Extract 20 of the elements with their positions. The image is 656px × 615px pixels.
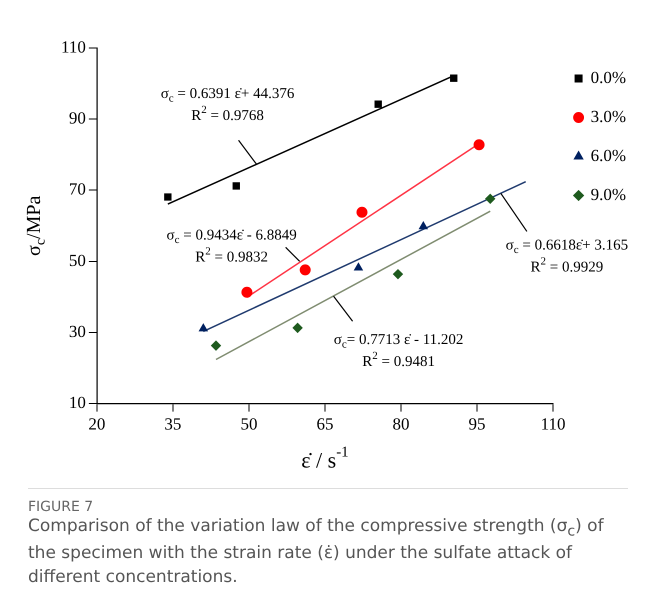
text: FIGURE 7 xyxy=(28,499,94,515)
y-tick-label: 110 xyxy=(60,37,86,56)
text: Comparison of the variation law of the compressive strength (σ$_{c}$) of the specimen with the strain rate (ε̇) under the sulfate attack of different concentrations. xyxy=(28,515,605,590)
x-tick-label: 20 xyxy=(88,414,106,434)
legend-label: 6.0% xyxy=(590,146,626,165)
x-tick-label: 80 xyxy=(392,414,410,434)
y-tick-label: 70 xyxy=(68,180,86,199)
y-tick-label: 30 xyxy=(68,322,86,341)
legend-label: 3.0% xyxy=(590,106,626,126)
legend-label: 9.0% xyxy=(590,184,626,204)
y-tick-label: 50 xyxy=(68,250,86,270)
y-tick-label: 90 xyxy=(68,108,86,128)
x-tick-label: 50 xyxy=(240,414,258,434)
x-tick-label: 95 xyxy=(468,414,486,434)
x-tick-label: 65 xyxy=(316,414,334,434)
y-axis-title: σc/MPa xyxy=(23,196,49,256)
y-tick-label: 10 xyxy=(68,393,86,412)
x-tick-label: 110 xyxy=(540,414,566,434)
x-tick-label: 35 xyxy=(164,414,182,434)
legend-label: 0.0% xyxy=(590,68,626,87)
